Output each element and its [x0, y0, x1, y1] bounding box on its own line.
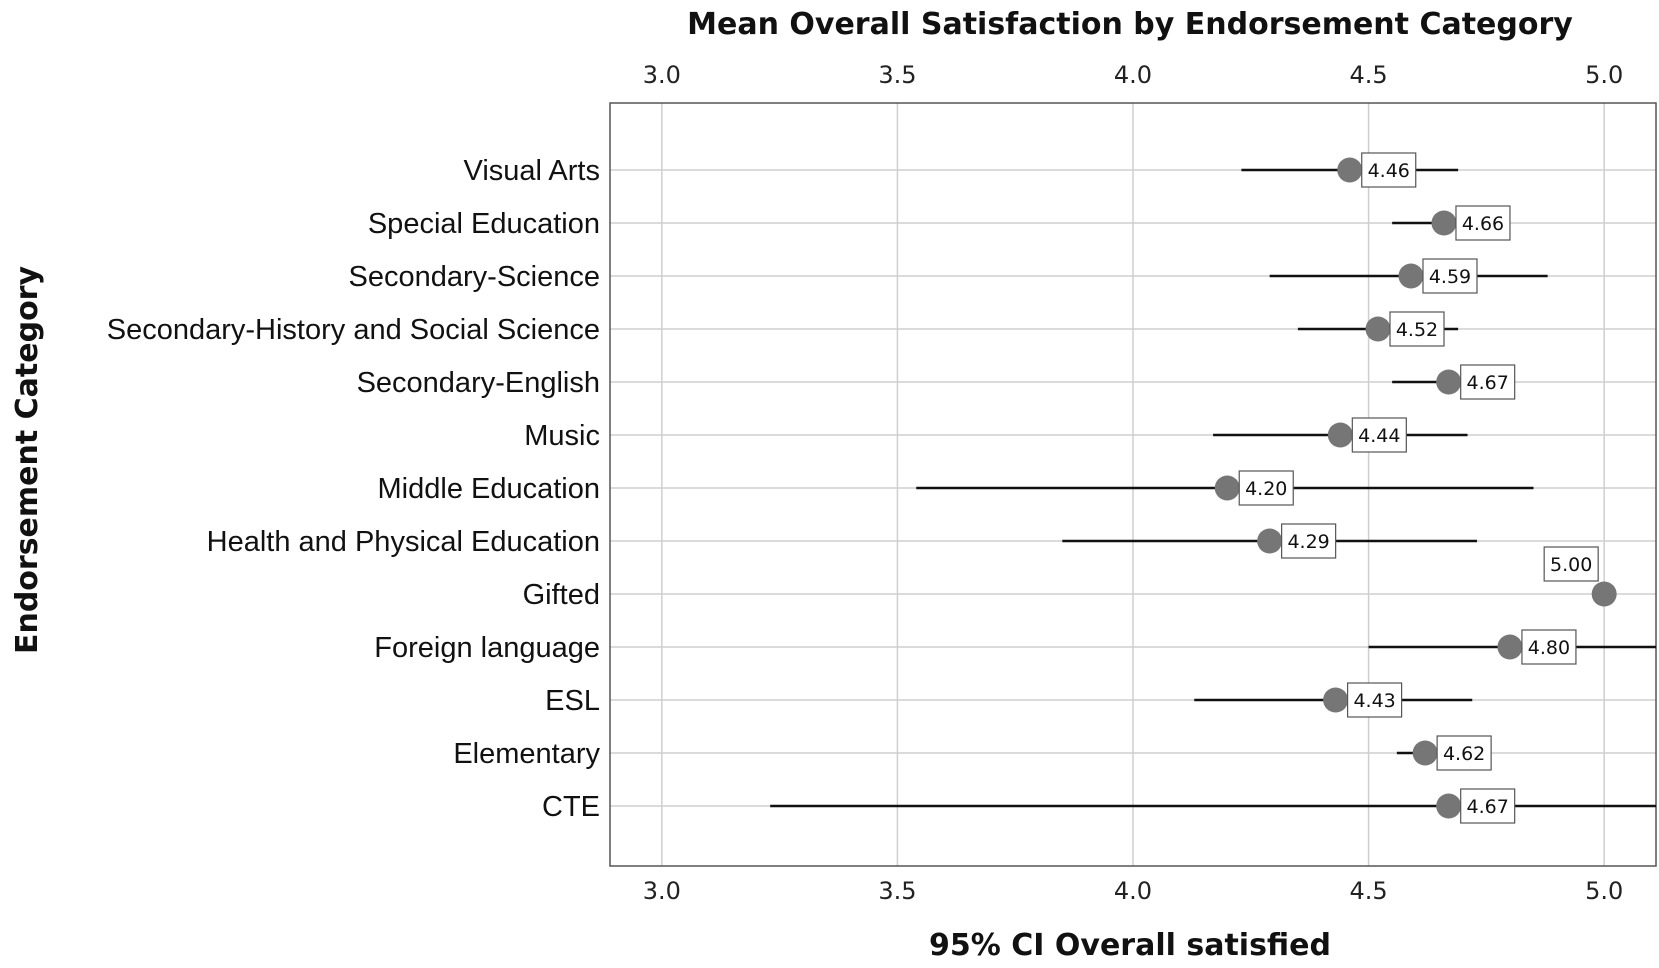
category-label: Elementary [453, 738, 600, 770]
mean-label-box [1436, 735, 1492, 771]
category-label: CTE [542, 791, 600, 823]
mean-label-text: 4.46 [1368, 160, 1410, 182]
x-tick-label-bottom: 3.5 [878, 877, 916, 905]
mean-point [1431, 210, 1457, 236]
mean-point [1412, 740, 1438, 766]
mean-label-box [1281, 523, 1337, 559]
mean-label-box [1347, 682, 1403, 718]
mean-point [1591, 581, 1617, 607]
mean-point [1214, 475, 1240, 501]
mean-label-box [1422, 258, 1478, 294]
x-tick-label-bottom: 4.0 [1114, 877, 1152, 905]
mean-points [1214, 157, 1617, 819]
x-axis-title: 95% CI Overall satisfied [929, 928, 1331, 963]
mean-label-text: 4.62 [1443, 743, 1485, 765]
mean-label-text: 4.66 [1462, 213, 1504, 235]
mean-label: 4.66 [1455, 205, 1511, 241]
mean-label: 4.80 [1521, 629, 1577, 665]
category-label: Secondary-English [357, 367, 600, 399]
mean-label-text: 5.00 [1550, 554, 1592, 576]
x-tick-label-bottom: 5.0 [1585, 877, 1623, 905]
category-label: Gifted [523, 579, 600, 611]
category-label: Special Education [368, 208, 600, 240]
mean-label: 4.67 [1460, 364, 1516, 400]
y-axis-title: Endorsement Category [10, 266, 45, 655]
mean-label-text: 4.20 [1245, 478, 1287, 500]
x-tick-label-bottom: 3.0 [643, 877, 681, 905]
x-tick-label-bottom: 4.5 [1349, 877, 1387, 905]
mean-point [1323, 687, 1349, 713]
mean-point [1257, 528, 1283, 554]
mean-label-box [1460, 364, 1516, 400]
category-label: Secondary-History and Social Science [107, 314, 600, 346]
mean-label-text: 4.43 [1353, 690, 1395, 712]
x-tick-label-top: 3.5 [878, 61, 916, 89]
mean-label: 4.59 [1422, 258, 1478, 294]
category-label: Secondary-Science [349, 261, 600, 293]
y-axis-title-group: Endorsement Category [10, 266, 45, 655]
chart-title: Mean Overall Satisfaction by Endorsement… [687, 7, 1573, 42]
mean-label-text: 4.52 [1396, 319, 1438, 341]
bottom-x-tick-labels: 3.0 3.5 4.0 4.5 5.0 [643, 877, 1624, 905]
x-tick-label-top: 3.0 [643, 61, 681, 89]
mean-label: 4.62 [1436, 735, 1492, 771]
category-label: Visual Arts [464, 155, 600, 187]
mean-label-box [1455, 205, 1511, 241]
vertical-gridlines [661, 103, 1605, 866]
category-labels: Visual Arts Special Education Secondary-Sc… [107, 155, 601, 823]
x-tick-label-top: 4.5 [1349, 61, 1387, 89]
mean-label: 4.29 [1281, 523, 1337, 559]
mean-label: 4.67 [1460, 788, 1516, 824]
mean-label-box [1238, 470, 1294, 506]
category-label: Health and Physical Education [207, 526, 600, 558]
x-tick-label-top: 4.0 [1114, 61, 1152, 89]
plot-frame [609, 102, 1657, 867]
mean-point [1436, 793, 1462, 819]
mean-point [1398, 263, 1424, 289]
mean-label: 4.43 [1347, 682, 1403, 718]
category-label: Middle Education [378, 473, 600, 505]
mean-label: 4.20 [1238, 470, 1294, 506]
mean-label-text: 4.59 [1429, 266, 1471, 288]
mean-point [1365, 316, 1391, 342]
mean-label-box [1361, 152, 1417, 188]
category-label: ESL [545, 685, 600, 717]
x-tick-label-top: 5.0 [1585, 61, 1623, 89]
mean-label: 5.00 [1543, 546, 1599, 582]
mean-label-box [1460, 788, 1516, 824]
mean-label-text: 4.67 [1467, 372, 1509, 394]
mean-point [1436, 369, 1462, 395]
mean-point [1497, 634, 1523, 660]
mean-label: 4.52 [1389, 311, 1445, 347]
mean-label-box [1543, 546, 1599, 582]
mean-label-text: 4.44 [1358, 425, 1400, 447]
mean-label-box [1351, 417, 1407, 453]
mean-label-text: 4.29 [1287, 531, 1329, 553]
mean-label: 4.46 [1361, 152, 1417, 188]
mean-value-labels: 4.46 4.66 4.59 4.52 4.67 4.44 4.20 4.29 5.00 4.80… [1238, 152, 1599, 824]
mean-label: 4.44 [1351, 417, 1407, 453]
top-x-tick-labels: 3.0 3.5 4.0 4.5 5.0 [643, 61, 1624, 89]
mean-label-text: 4.67 [1467, 796, 1509, 818]
mean-point [1327, 422, 1353, 448]
mean-label-box [1389, 311, 1445, 347]
mean-label-box [1521, 629, 1577, 665]
mean-label-text: 4.80 [1528, 637, 1570, 659]
mean-point [1337, 157, 1363, 183]
category-label: Foreign language [374, 632, 600, 664]
category-label: Music [524, 420, 600, 452]
